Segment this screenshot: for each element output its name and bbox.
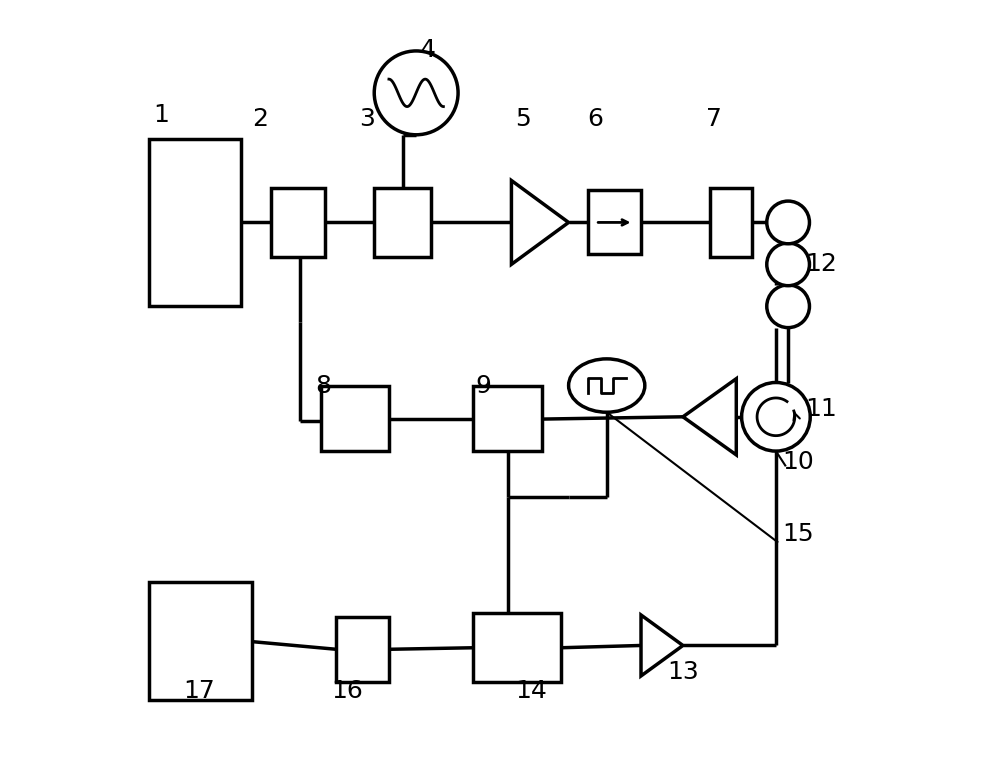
Ellipse shape: [569, 359, 645, 412]
Text: 10: 10: [782, 450, 814, 474]
FancyBboxPatch shape: [473, 386, 542, 451]
FancyBboxPatch shape: [321, 386, 389, 451]
Text: 1: 1: [153, 103, 169, 127]
FancyBboxPatch shape: [374, 188, 431, 257]
Circle shape: [767, 201, 809, 244]
Circle shape: [374, 51, 458, 135]
Text: 2: 2: [252, 107, 268, 131]
Text: 8: 8: [316, 374, 332, 398]
Text: 12: 12: [805, 252, 837, 276]
Text: 13: 13: [668, 659, 699, 684]
Text: 6: 6: [588, 107, 604, 131]
FancyBboxPatch shape: [336, 617, 389, 682]
Text: 3: 3: [359, 107, 375, 131]
Text: 4: 4: [420, 38, 436, 63]
FancyBboxPatch shape: [149, 138, 241, 306]
Text: 5: 5: [515, 107, 531, 131]
Circle shape: [767, 243, 809, 285]
Polygon shape: [641, 615, 683, 676]
FancyBboxPatch shape: [710, 188, 752, 257]
FancyBboxPatch shape: [473, 614, 561, 682]
FancyBboxPatch shape: [588, 190, 641, 255]
Text: 15: 15: [782, 522, 814, 546]
Text: 11: 11: [805, 396, 837, 421]
Text: 17: 17: [184, 679, 215, 702]
Text: 16: 16: [331, 679, 363, 702]
FancyBboxPatch shape: [271, 188, 325, 257]
Circle shape: [742, 382, 810, 451]
Polygon shape: [683, 379, 736, 455]
Polygon shape: [511, 181, 569, 265]
FancyBboxPatch shape: [149, 582, 252, 700]
Text: 9: 9: [476, 374, 491, 398]
Text: 7: 7: [706, 107, 722, 131]
Text: 14: 14: [515, 679, 547, 702]
Circle shape: [767, 285, 809, 327]
